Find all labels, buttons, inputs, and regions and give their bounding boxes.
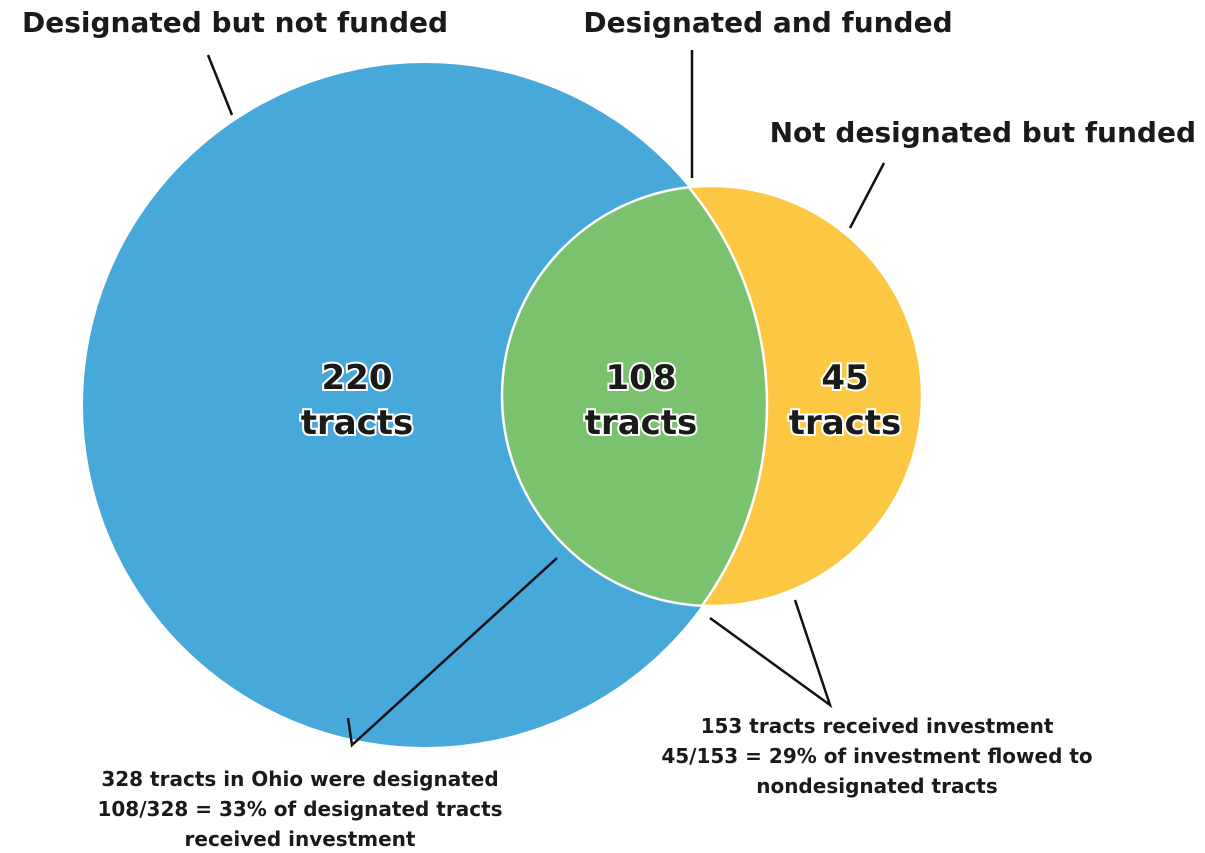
annotation-line: 108/328 = 33% of designated tracts xyxy=(97,797,502,821)
leader-line xyxy=(709,599,833,709)
funded-outline xyxy=(500,184,924,608)
region-unit: tracts xyxy=(301,403,414,443)
annotation: 328 tracts in Ohio were designated 108/32… xyxy=(97,767,502,851)
leader-line xyxy=(346,557,558,748)
region-count: 220 xyxy=(322,358,393,398)
region-unit: tracts xyxy=(585,403,698,443)
overlap-outline xyxy=(502,186,769,606)
region-label: Not designated but funded xyxy=(770,116,1196,149)
annotation-line: 153 tracts received investment xyxy=(701,714,1054,738)
region-count: 108 xyxy=(606,358,677,398)
annotation-line: 328 tracts in Ohio were designated xyxy=(101,767,498,791)
region-unit: tracts xyxy=(789,403,902,443)
annotation: 153 tracts received investment 45/153 = 2… xyxy=(661,714,1092,798)
annotation-line: 45/153 = 29% of investment flowed to xyxy=(661,744,1092,768)
leader-line xyxy=(206,54,234,116)
leader-line xyxy=(848,162,886,229)
annotation-line: received investment xyxy=(185,827,416,851)
region-label: Designated but not funded xyxy=(22,6,448,39)
region-count: 45 xyxy=(821,358,868,398)
region-label: Designated and funded xyxy=(583,6,952,39)
annotation-line: nondesignated tracts xyxy=(756,774,998,798)
